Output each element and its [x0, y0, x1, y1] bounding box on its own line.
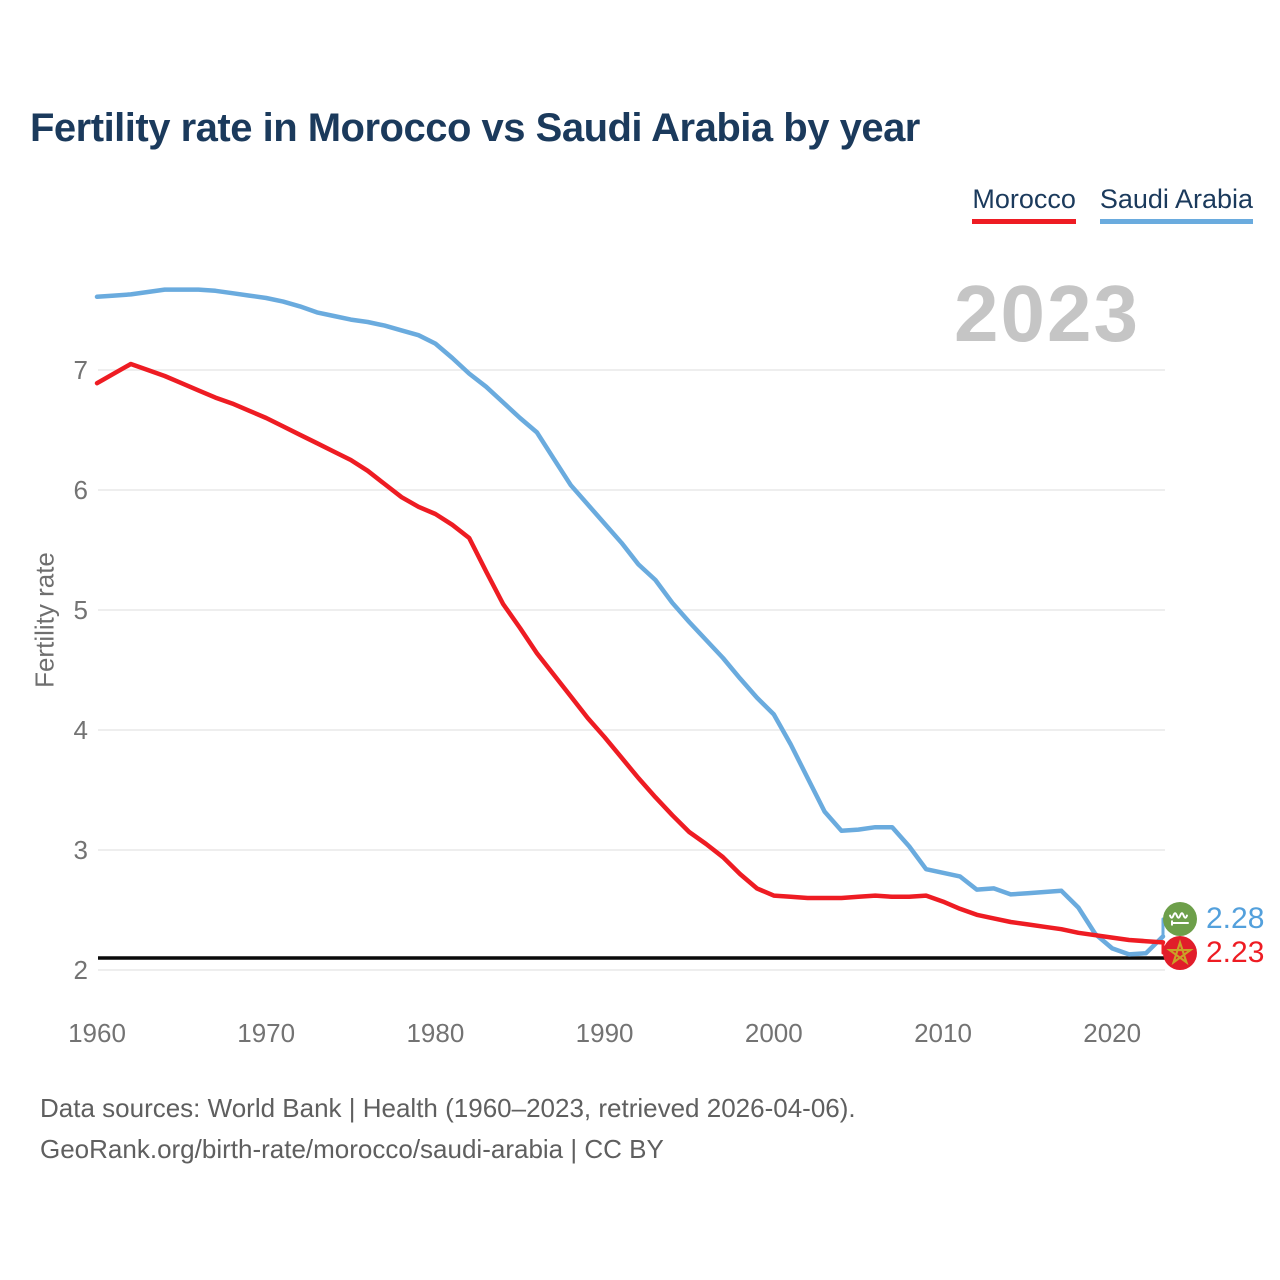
y-tick-label: 3 [73, 835, 88, 865]
series-line-morocco [94, 361, 1166, 945]
morocco-latest-value: 2.23 [1206, 936, 1265, 969]
x-tick-label: 2010 [914, 1018, 972, 1048]
y-tick-label: 5 [73, 595, 88, 625]
page-title: Fertility rate in Morocco vs Saudi Arabi… [30, 106, 920, 150]
saudi-arabia-flag-icon [1163, 902, 1197, 936]
footer: Data sources: World Bank | Health (1960–… [40, 1088, 856, 1170]
saudi-arabia-end-label: 2.28 [1163, 902, 1264, 936]
legend-item-morocco[interactable]: Morocco [972, 184, 1076, 224]
legend-item-saudi-arabia[interactable]: Saudi Arabia [1099, 184, 1253, 224]
saudi-arabia-latest-value: 2.28 [1206, 902, 1265, 935]
x-tick-label: 1970 [237, 1018, 296, 1048]
x-tick-label: 1990 [575, 1018, 634, 1048]
y-tick-label: 2 [73, 955, 88, 985]
series-line-saudi-arabia [94, 287, 1166, 957]
morocco-end-label: 2.23 [1163, 936, 1264, 970]
x-tick-label: 1960 [68, 1018, 126, 1048]
legend: Morocco Saudi Arabia [972, 184, 1253, 224]
y-tick-label: 7 [73, 355, 88, 385]
footer-link-line: GeoRank.org/birth-rate/morocco/saudi-ara… [40, 1134, 664, 1164]
y-tick-label: 6 [73, 475, 88, 505]
morocco-flag-icon [1163, 936, 1197, 970]
x-tick-label: 2000 [744, 1018, 803, 1048]
x-tick-label: 1980 [406, 1018, 465, 1048]
x-tick-label: 2020 [1083, 1018, 1142, 1048]
footer-source-line: Data sources: World Bank | Health (1960–… [40, 1093, 856, 1123]
year-watermark: 2023 [954, 269, 1140, 358]
y-tick-label: 4 [73, 715, 88, 745]
